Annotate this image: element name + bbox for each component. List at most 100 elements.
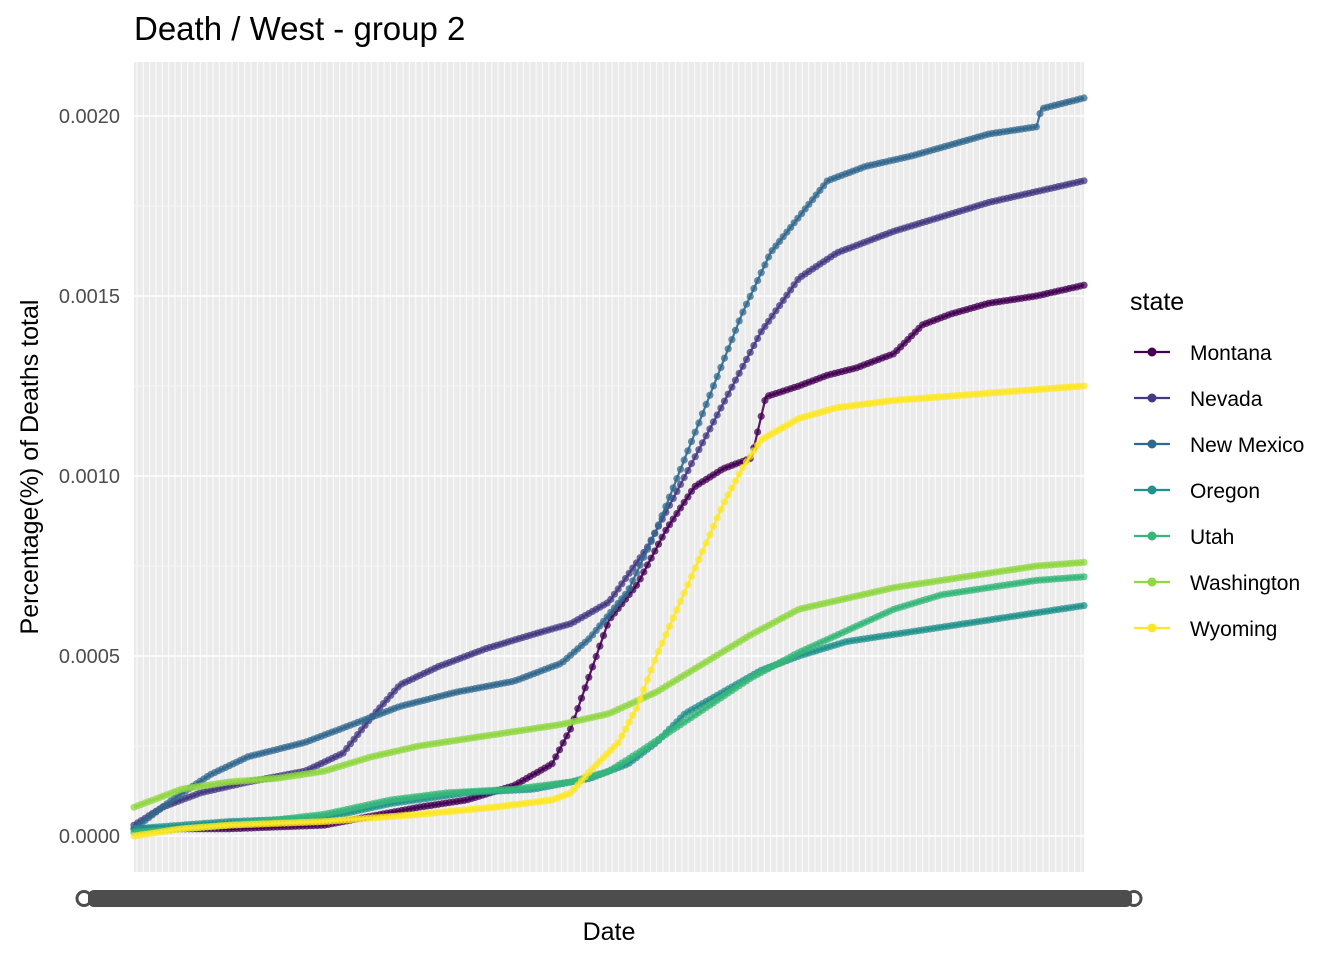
data-point — [585, 673, 593, 681]
data-point — [684, 493, 692, 501]
data-point — [559, 739, 567, 747]
data-point — [614, 739, 622, 747]
data-point — [651, 656, 659, 665]
data-point — [629, 577, 637, 585]
data-point — [742, 458, 751, 466]
data-point — [757, 269, 765, 277]
y-axis-title: Percentage(%) of Deaths total — [16, 300, 44, 635]
data-point — [676, 597, 685, 606]
data-point — [669, 515, 677, 523]
data-point — [728, 383, 736, 391]
data-point — [658, 639, 666, 647]
legend-label: Montana — [1190, 342, 1272, 365]
data-point — [702, 400, 710, 408]
data-point — [687, 437, 696, 446]
data-point — [658, 511, 666, 520]
data-point — [1080, 94, 1088, 102]
data-point — [750, 284, 758, 293]
data-point — [577, 694, 586, 702]
data-point — [695, 446, 703, 454]
x-tick-band-cap-right — [1125, 890, 1143, 907]
data-point — [706, 425, 714, 433]
data-point — [731, 477, 740, 485]
data-point — [669, 484, 677, 492]
data-point — [746, 292, 754, 300]
legend-item: Washington — [1134, 572, 1300, 595]
data-point — [698, 410, 707, 418]
data-point — [654, 540, 663, 548]
data-point — [607, 595, 615, 604]
data-point — [735, 317, 743, 325]
data-point — [702, 432, 710, 440]
data-point — [1080, 382, 1088, 390]
series-utah — [130, 573, 1088, 837]
data-point — [728, 336, 736, 344]
data-point — [588, 663, 597, 671]
data-point — [706, 391, 714, 399]
data-point — [684, 467, 692, 475]
data-point — [687, 487, 696, 495]
data-point — [765, 253, 773, 261]
data-point — [779, 296, 787, 304]
data-point — [731, 326, 740, 334]
data-point — [742, 355, 751, 363]
data-point — [632, 569, 641, 577]
data-point — [651, 547, 659, 555]
data-point — [1036, 110, 1044, 118]
legend-label: Oregon — [1190, 480, 1260, 503]
data-point — [754, 441, 762, 449]
data-point — [680, 498, 688, 506]
data-point — [735, 369, 743, 377]
data-point — [647, 666, 655, 674]
data-point — [636, 561, 644, 569]
x-axis-title: Date — [583, 918, 636, 946]
data-point — [621, 725, 630, 733]
data-point — [750, 341, 758, 350]
data-point — [647, 537, 655, 546]
legend-key-point — [1147, 347, 1157, 357]
legend-label: Wyoming — [1190, 618, 1277, 641]
legend-label: Nevada — [1190, 388, 1263, 411]
data-point — [724, 491, 732, 499]
data-point — [739, 362, 747, 370]
data-point — [654, 647, 663, 656]
data-point — [695, 419, 703, 427]
data-point — [651, 529, 659, 538]
x-tick-band-cap-left — [75, 890, 93, 907]
data-point — [665, 493, 674, 501]
legend-label: New Mexico — [1190, 434, 1304, 457]
data-point — [680, 473, 688, 482]
data-point — [698, 439, 707, 447]
data-point — [581, 684, 589, 692]
data-point — [640, 568, 648, 576]
data-point — [709, 522, 718, 530]
data-point — [739, 463, 747, 472]
data-point — [717, 506, 725, 514]
data-point — [673, 509, 681, 518]
data-point — [709, 382, 718, 390]
legend-title: state — [1130, 288, 1184, 316]
data-point — [687, 572, 696, 581]
data-point — [746, 348, 754, 356]
data-point — [673, 475, 681, 483]
legend-label: Washington — [1190, 572, 1300, 595]
data-point — [643, 545, 652, 553]
data-point — [621, 590, 630, 598]
data-point — [761, 261, 769, 269]
data-point — [724, 345, 732, 353]
data-point — [720, 498, 729, 506]
legend-key-point — [1147, 531, 1157, 541]
data-point — [720, 397, 729, 405]
data-point — [735, 470, 743, 478]
data-point — [776, 302, 784, 310]
series-layer — [130, 94, 1088, 840]
data-point — [566, 725, 575, 733]
x-tick-band — [88, 890, 1132, 907]
data-point — [746, 452, 754, 460]
data-point — [706, 531, 714, 539]
data-point — [783, 291, 791, 299]
series-wyoming — [130, 382, 1088, 840]
data-point — [643, 561, 652, 569]
data-point — [698, 547, 707, 555]
data-point — [772, 307, 780, 315]
